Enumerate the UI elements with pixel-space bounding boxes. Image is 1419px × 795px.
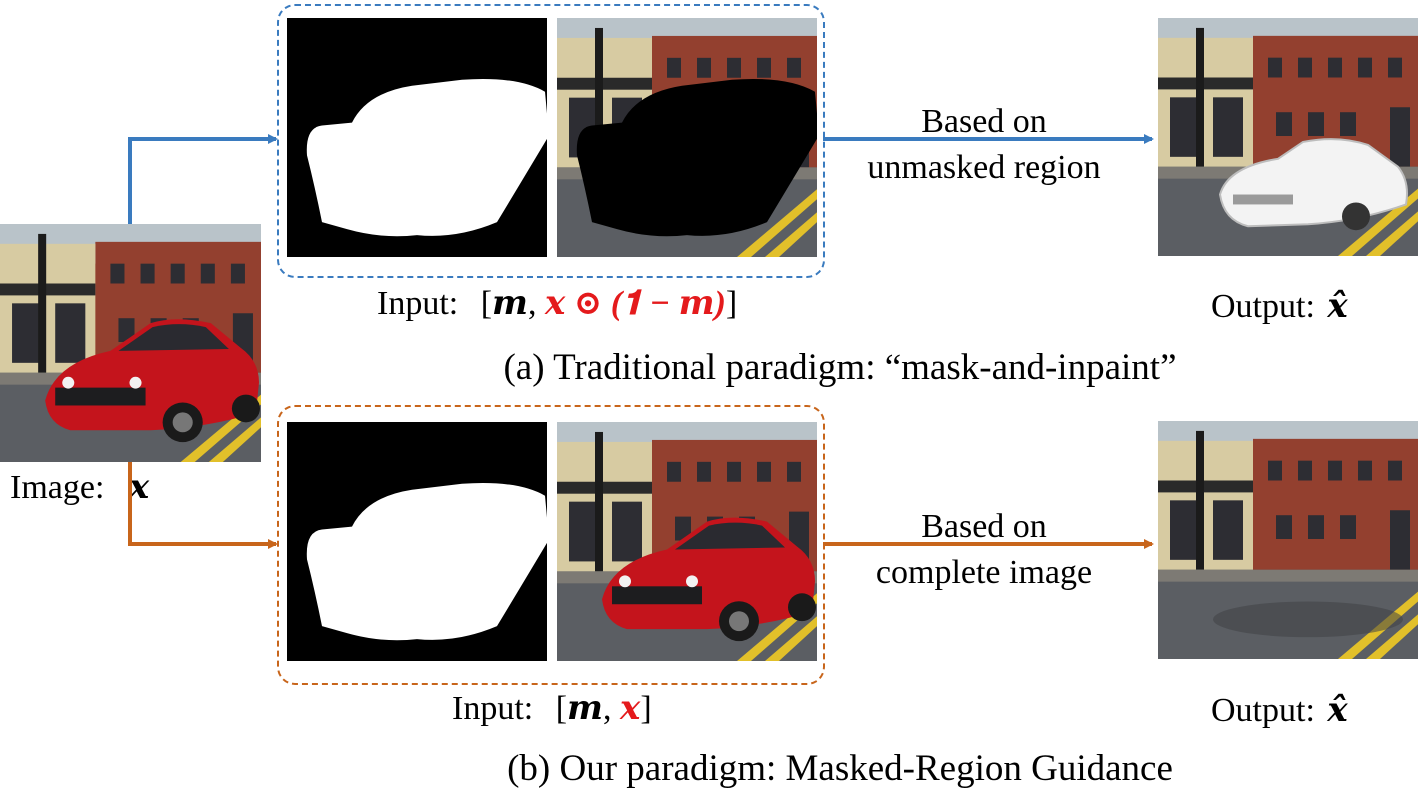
mask-image-a <box>287 18 547 257</box>
output-label-a-symbol: 𝒙̂ <box>1327 288 1348 325</box>
input-box-a <box>277 4 825 278</box>
formula-b-close: ] <box>640 690 652 727</box>
formula-b-comma: , <box>603 690 612 727</box>
caption-b: (b) Our paradigm: Masked-Region Guidance <box>507 748 1173 789</box>
output-label-b-symbol: 𝒙̂ <box>1327 692 1348 729</box>
formula-b: [𝒎, 𝒙] <box>556 690 652 727</box>
output-label-a-text: Output: <box>1211 288 1315 325</box>
formula-a: [𝒎, 𝒙 ⊙ (𝟏 − 𝒎)] <box>481 285 738 322</box>
formula-a-m: 𝒎 <box>492 285 529 322</box>
formula-b-open: [ <box>555 690 568 727</box>
arrow-text-a-line2: unmasked region <box>867 149 1101 186</box>
input-label-a: Input: [𝒎, 𝒙 ⊙ (𝟏 − 𝒎)] <box>377 287 737 321</box>
source-label-text: Image: <box>10 469 105 506</box>
output-image-b <box>1158 421 1418 659</box>
formula-a-comma: , <box>528 285 537 322</box>
output-label-b: Output: 𝒙̂ <box>1211 694 1348 728</box>
arrow-text-a-line1: Based on <box>921 103 1047 140</box>
output-label-b-text: Output: <box>1211 692 1315 729</box>
complete-image-b <box>557 422 817 661</box>
formula-a-close: ] <box>725 285 738 322</box>
input-label-b-text: Input: <box>452 690 534 727</box>
source-label-symbol: 𝒙 <box>128 469 150 506</box>
input-label-b: Input: [𝒎, 𝒙] <box>452 692 652 726</box>
arrow-text-b-line1: Based on <box>921 508 1047 545</box>
formula-a-red: 𝒙 ⊙ (𝟏 − 𝒎) <box>545 285 726 322</box>
input-box-b <box>277 405 825 685</box>
arrow-text-b: Based on complete image <box>834 504 1134 596</box>
arrow-text-b-line2: complete image <box>875 554 1093 591</box>
masked-image-a <box>557 18 817 257</box>
formula-b-m: 𝒎 <box>567 690 604 727</box>
formula-b-red: 𝒙 <box>620 690 641 727</box>
arrow-source-to-a <box>128 134 278 224</box>
arrow-source-to-b <box>128 462 278 549</box>
formula-a-open: [ <box>480 285 493 322</box>
caption-a: (a) Traditional paradigm: “mask-and-inpa… <box>503 347 1177 388</box>
mask-image-b <box>287 422 547 661</box>
output-image-a <box>1158 18 1418 256</box>
arrow-text-a: Based on unmasked region <box>834 99 1134 191</box>
output-label-a: Output: 𝒙̂ <box>1211 290 1348 324</box>
source-label: Image: 𝒙 <box>10 471 149 505</box>
input-label-a-text: Input: <box>377 285 459 322</box>
